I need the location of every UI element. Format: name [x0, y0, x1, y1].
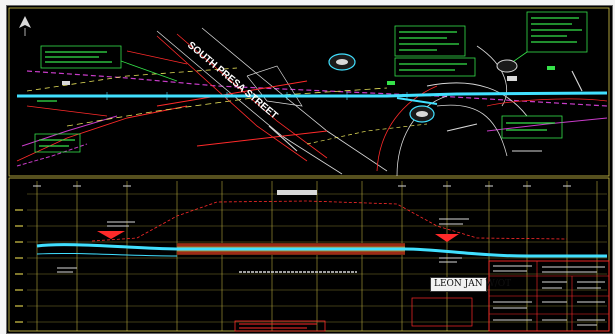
plan-view: SOUTH PRESA STREET: [8, 7, 610, 177]
sheet-stamp-label: LEON JAN W/OT: [430, 277, 511, 292]
cad-drawing-area: SOUTH PRESA STREET: [6, 5, 613, 334]
north-arrow-icon: [19, 16, 31, 36]
stamp-label-text: LEON JAN W/OT: [434, 279, 512, 289]
profile-view: [8, 177, 610, 332]
detail-callout-icon: [328, 53, 518, 123]
cad-canvas: SOUTH PRESA STREET: [8, 7, 610, 332]
